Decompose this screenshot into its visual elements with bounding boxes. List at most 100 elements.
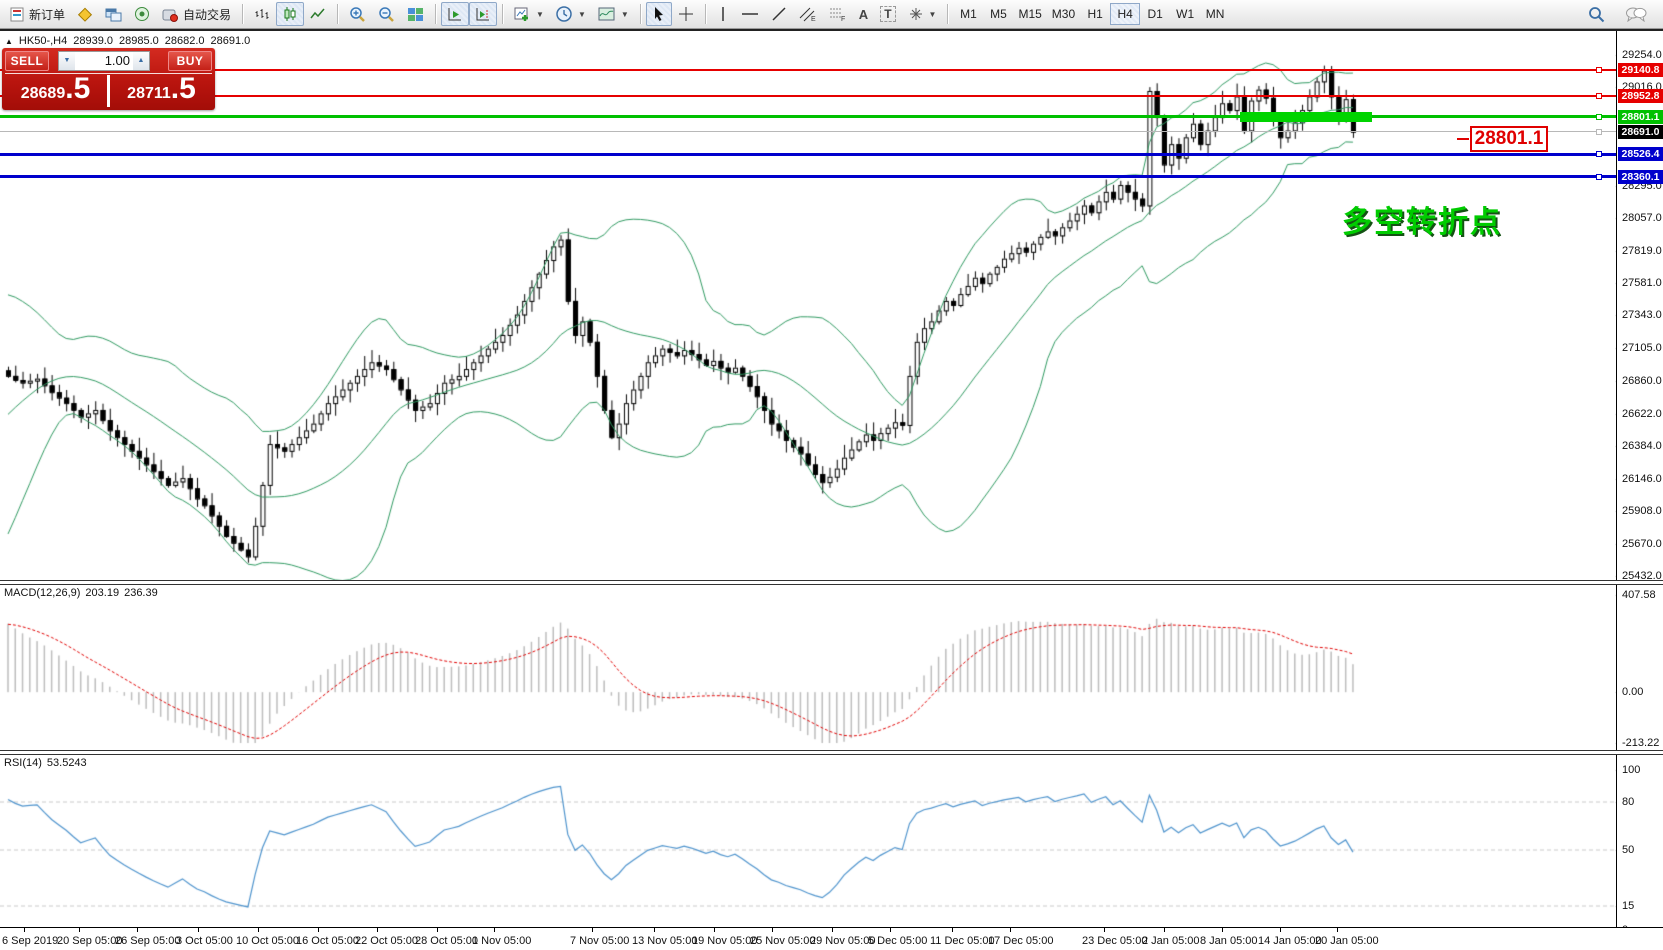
timeframe-m1-button[interactable]: M1 [960,7,977,21]
horizontal-level-line[interactable] [0,175,1616,179]
macd-axis-label: 0.00 [1622,686,1644,699]
periods-button[interactable]: ▼ [550,2,592,26]
timeframe-w1-button[interactable]: W1 [1176,7,1195,21]
fibonacci-icon: F [829,8,845,22]
macd-signal-value: 236.39 [124,587,158,599]
price-callout-box[interactable]: 28801.1 [1470,126,1548,152]
timeframe-h1-button[interactable]: H1 [1087,7,1103,21]
trendline-tool-button[interactable] [765,2,793,26]
horizontal-level-line[interactable] [0,152,1616,156]
horizontal-line-tool-button[interactable] [735,2,765,26]
toolbar-separator [242,4,244,24]
fibonacci-tool-button[interactable]: F [823,2,853,26]
timeframe-m30-button[interactable]: M30 [1051,7,1076,21]
bar-chart-icon [255,9,269,19]
text-label-tool-button[interactable]: T [874,2,901,26]
macd-axis-label: -213.22 [1622,737,1660,749]
time-axis[interactable]: 6 Sep 2019 20 Sep 05:00 26 Sep 05:00 3 Oct … [0,927,1663,950]
horizontal-level-line[interactable] [0,95,1616,98]
crosshair-tool-button[interactable] [672,2,700,26]
chart-annotation-text[interactable]: 多空转折点 [1342,206,1502,239]
zoom-out-button[interactable] [372,2,401,26]
svg-text:E: E [811,16,816,22]
tile-windows-button[interactable] [401,2,430,26]
chart-window[interactable]: ▲ HK50-,H4 28939.0 28985.0 28682.0 28691… [0,29,1663,950]
arrows-tool-button[interactable]: ▼ [902,2,943,26]
price-level-badge: 28691.0 [1618,124,1663,139]
rsi-axis-label: 100 [1622,764,1641,776]
new-chart-button[interactable]: ▼ [508,2,550,26]
one-click-trading-widget: SELL ▼ ▲ BUY 28689 .5 28711 .5 [2,48,215,110]
market-watch-button[interactable] [71,2,99,26]
horizontal-level-line-handle[interactable] [1596,93,1602,100]
vertical-line-tool-button[interactable] [711,2,735,26]
cursor-tool-button[interactable] [645,2,672,26]
line-chart-mode-button[interactable] [304,2,332,26]
current-price-line[interactable] [0,131,1616,133]
chevron-down-icon: ▼ [577,9,586,19]
indicators-button[interactable]: ▼ [592,2,635,26]
new-order-button[interactable]: 新订单 [4,2,71,26]
horizontal-level-line-handle[interactable] [1596,173,1602,180]
toolbar-separator [639,4,641,24]
timeframe-d1-button[interactable]: D1 [1147,7,1163,21]
search-button[interactable] [1582,2,1611,26]
price-axis[interactable]: 29140.8 28952.8 28801.1 28526.4 28360.1 28691… [1616,31,1663,936]
volume-input[interactable] [75,53,133,68]
zoom-in-button[interactable] [343,2,372,26]
notifications-button[interactable] [128,2,156,26]
time-axis-label: 20 Sep 05:00 [57,935,123,947]
chart-shift-button[interactable] [469,2,498,26]
time-axis-label: 16 Oct 05:00 [296,935,359,947]
timeframe-m5-button[interactable]: M5 [990,7,1007,21]
timeframe-mn-button[interactable]: MN [1205,7,1225,21]
channel-tool-button[interactable]: E [793,2,823,26]
sell-price[interactable]: 28689 .5 [5,74,106,107]
time-axis-tick [198,928,199,932]
text-tool-button[interactable]: A [853,2,874,26]
auto-scroll-button[interactable] [441,2,470,26]
horizontal-level-line-handle[interactable] [1596,67,1602,74]
price-level-badge: 28952.8 [1618,89,1663,104]
auto-trading-button[interactable]: 自动交易 [156,2,237,26]
zoom-in-icon [350,6,365,22]
direction-up-icon: ▲ [5,36,13,46]
vertical-line-icon [722,7,724,21]
horizontal-level-line-handle[interactable] [1596,151,1602,158]
timeframe-m15-button[interactable]: M15 [1018,7,1042,21]
horizontal-level-line[interactable] [0,115,1616,119]
horizontal-level-line[interactable] [0,69,1616,72]
chevron-down-icon: ▼ [928,9,937,19]
horizontal-level-line-handle[interactable] [1596,113,1602,120]
candlestick-mode-button[interactable] [276,2,305,26]
price-chart-canvas[interactable] [0,31,1663,950]
community-chat-button[interactable] [1619,2,1653,26]
buy-price-main: 28711 [127,85,171,102]
buy-button[interactable]: BUY [168,50,212,71]
time-axis-label: 25 Nov 05:00 [750,935,816,947]
pane-splitter[interactable] [0,750,1663,755]
volume-increase-button[interactable]: ▲ [133,51,149,70]
text-tool-icon: A [858,6,869,22]
bar-chart-mode-button[interactable] [248,2,276,26]
chart-windows-icon [105,8,122,21]
svg-text:F: F [841,16,845,22]
price-axis-tick-label: 27581.0 [1622,277,1662,290]
auto-scroll-icon [448,8,462,21]
time-axis-label: 2 Jan 05:00 [1142,935,1200,947]
buy-price[interactable]: 28711 .5 [111,74,212,107]
pane-splitter[interactable] [0,580,1663,585]
price-axis-tick-label: 26622.0 [1622,407,1662,420]
time-axis-label: 20 Jan 05:00 [1315,935,1379,947]
time-axis-tick [79,928,80,932]
current-price-line-handle[interactable] [1596,128,1602,135]
timeframe-h4-button[interactable]: H4 [1110,3,1141,25]
trendline-icon [772,7,786,21]
support-highlight-rectangle[interactable] [1240,111,1372,123]
chart-shift-icon [476,8,490,21]
volume-decrease-button[interactable]: ▼ [59,51,75,70]
sell-button[interactable]: SELL [5,50,49,71]
time-axis-label: 22 Oct 05:00 [355,935,418,947]
crosshair-icon [678,7,693,21]
chart-windows-button[interactable] [99,2,128,26]
